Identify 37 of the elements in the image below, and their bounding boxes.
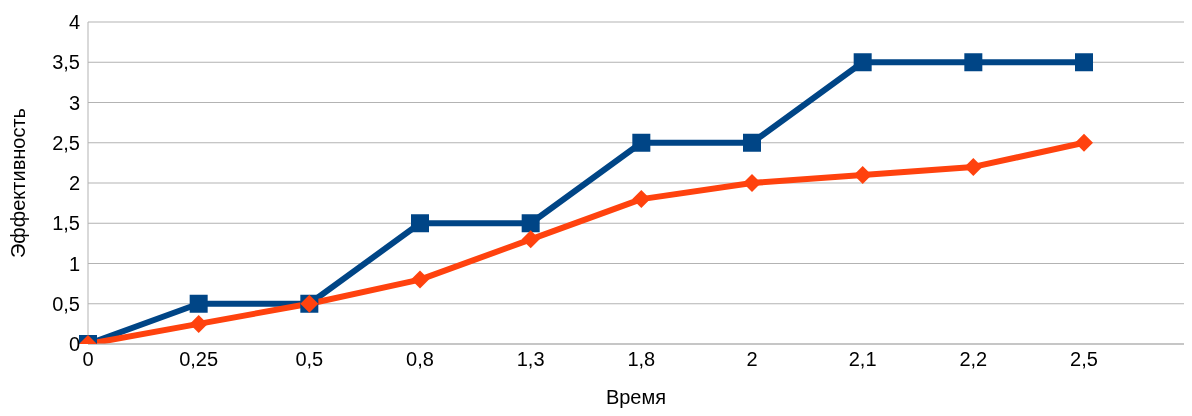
x-tick-label: 2,2 [959,348,988,371]
x-tick-label: 0 [82,348,94,371]
point [632,133,651,152]
point [1075,133,1093,152]
y-axis-title: Эффективность [7,107,30,259]
x-tick-label: 2 [746,348,758,371]
y-tick-label: 3 [68,91,80,114]
x-tick-label: 2,1 [848,348,877,371]
point [521,214,540,233]
point [411,270,429,289]
y-tick-label: 4 [68,11,80,34]
point [411,214,429,233]
point [853,53,872,72]
point [964,53,983,72]
x-tick-label: 2,5 [1070,348,1098,371]
point [189,294,208,313]
y-tick-label: 0,5 [52,292,80,315]
y-tick-label: 1,5 [52,212,80,235]
y-tick-label: 0 [68,333,80,356]
point [853,165,872,184]
y-tick-label: 1 [68,252,80,275]
point [521,230,540,249]
x-tick-label: 0,5 [295,348,324,371]
point [964,157,983,176]
x-tick-label: 1,8 [627,348,656,371]
x-axis-title: Время [605,386,667,408]
x-tick-label: 0,8 [406,348,434,371]
point [632,190,651,209]
point [189,314,208,333]
x-tick-label: 0,25 [179,348,219,371]
point [743,174,761,192]
x-tick-label: 1,3 [516,348,545,371]
y-tick-label: 3,5 [52,51,80,74]
y-tick-label: 2,5 [52,131,80,154]
point [1075,53,1093,72]
point [743,133,761,152]
y-tick-label: 2 [68,172,80,195]
